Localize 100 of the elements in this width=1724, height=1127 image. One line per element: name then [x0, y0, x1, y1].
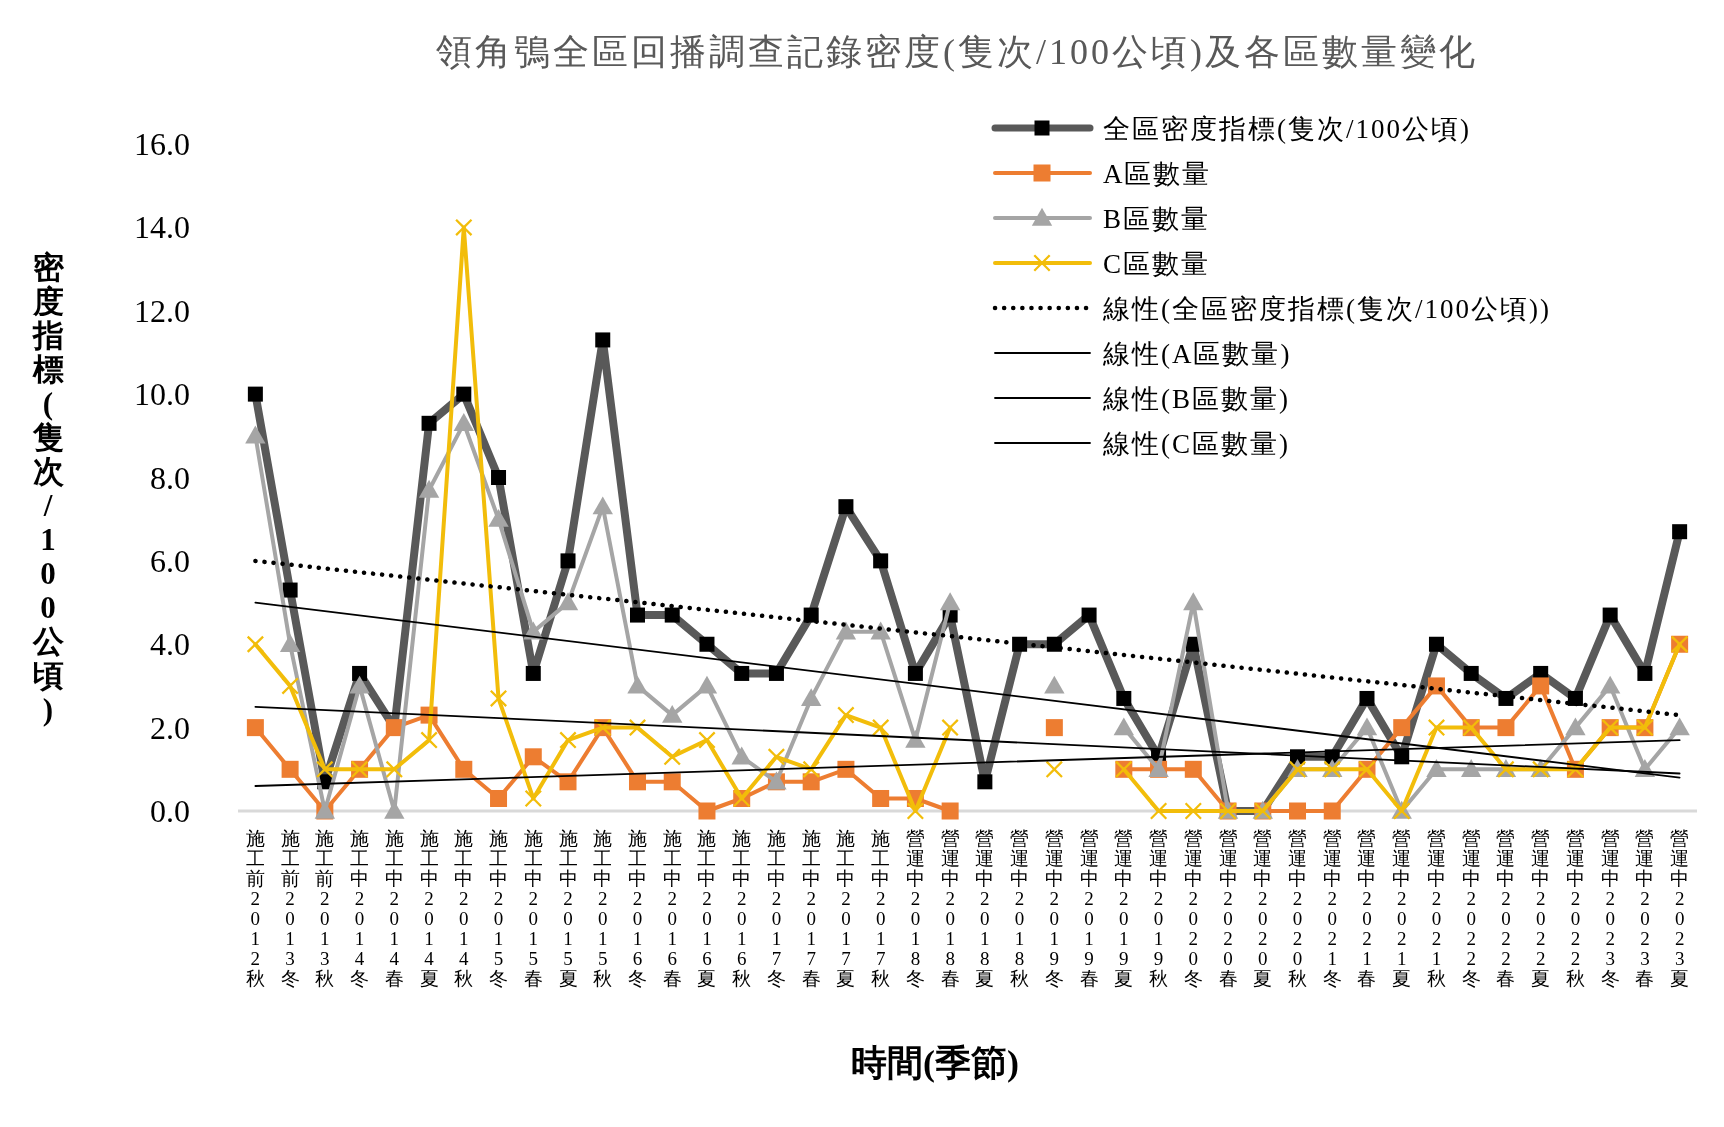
- point: [1289, 802, 1307, 820]
- text: 密度指標(隻次/100公頃): [32, 250, 64, 727]
- x-axis-title: 時間(季節): [851, 1043, 1019, 1083]
- y-tick-label: 6.0: [150, 542, 190, 579]
- point: [663, 773, 681, 791]
- point: [662, 704, 683, 723]
- x-tick-label: 施工中2014冬: [350, 828, 370, 989]
- point: [592, 496, 613, 515]
- legend-label: C區數量: [1103, 249, 1211, 279]
- point: [802, 773, 820, 791]
- point: [1184, 760, 1202, 778]
- point: [1323, 802, 1341, 820]
- point: [1497, 719, 1515, 737]
- point: [490, 789, 508, 807]
- point: [939, 592, 961, 611]
- point: [453, 413, 474, 431]
- legend-label: 線性(C區數量): [1102, 429, 1290, 459]
- y-tick-label: 10.0: [134, 376, 190, 413]
- point: [872, 789, 890, 807]
- x-tick-label: 施工中2014秋: [454, 828, 474, 989]
- point: [281, 760, 299, 778]
- x-tick-label: 施工前2013秋: [315, 828, 335, 989]
- x-tick-label: 施工中2017夏: [836, 828, 856, 989]
- x-tick-label: 營運中2023夏: [1670, 828, 1690, 989]
- x-tick-label: 施工中2017秋: [871, 828, 891, 989]
- x-tick-label: 施工中2016秋: [732, 828, 752, 989]
- x-tick-label: 施工中2017冬: [766, 828, 786, 989]
- legend-label: A區數量: [1103, 159, 1212, 189]
- point: [837, 706, 855, 724]
- point: [1150, 802, 1168, 820]
- point: [1426, 759, 1447, 777]
- x-tick-label: 施工中2017春: [801, 828, 821, 989]
- x-tick-label: 營運中2020春: [1218, 828, 1238, 989]
- x-tick-label: 營運中2020秋: [1288, 828, 1308, 989]
- x-tick-label: 營運中2021冬: [1322, 828, 1342, 989]
- y-tick-label: 12.0: [134, 292, 190, 329]
- point: [455, 760, 473, 778]
- point: [316, 760, 334, 778]
- x-tick-label: 營運中2020夏: [1253, 828, 1273, 989]
- x-tick-label: 營運中2018春: [940, 828, 960, 989]
- x-tick-label: 營運中2019冬: [1044, 828, 1064, 989]
- point: [696, 675, 718, 694]
- point: [557, 592, 579, 611]
- point: [245, 425, 266, 444]
- legend-label: 線性(A區數量): [1102, 339, 1292, 369]
- point: [349, 675, 370, 694]
- x-tick-label: 營運中2019春: [1079, 828, 1099, 989]
- point: [1565, 717, 1586, 736]
- point: [1045, 760, 1063, 778]
- x-tick-label: 施工中2016夏: [697, 828, 717, 989]
- x-tick-label: 營運中2020冬: [1183, 828, 1203, 989]
- point: [872, 719, 890, 737]
- point: [1428, 719, 1445, 737]
- point: [246, 635, 264, 653]
- point: [835, 621, 857, 640]
- x-tick-label: 營運中2023冬: [1600, 828, 1620, 989]
- x-tick-label: 施工中2015秋: [593, 828, 613, 989]
- point: [524, 790, 542, 807]
- point: [420, 731, 438, 749]
- x-tick-label: 營運中2021夏: [1392, 828, 1412, 989]
- y-tick-label: 8.0: [150, 459, 190, 496]
- point: [906, 802, 924, 820]
- point: [559, 731, 577, 749]
- x-tick-label: 營運中2019夏: [1114, 828, 1134, 989]
- point: [1045, 719, 1063, 737]
- point: [663, 748, 681, 766]
- point: [1183, 592, 1204, 611]
- point: [941, 719, 959, 737]
- x-tick-label: 施工中2016春: [662, 828, 682, 989]
- x-tick-label: 營運中2022秋: [1565, 828, 1585, 989]
- legend-label: 全區密度指標(隻次/100公頃): [1103, 114, 1471, 144]
- y-tick-label: 16.0: [134, 126, 190, 162]
- point: [698, 731, 716, 749]
- point: [1461, 759, 1482, 777]
- point: [1599, 675, 1621, 694]
- legend-label: B區數量: [1103, 204, 1211, 234]
- x-tick-label: 營運中2018冬: [905, 828, 925, 989]
- y-tick-label: 0.0: [150, 793, 190, 829]
- point: [1532, 677, 1550, 695]
- x-tick-label: 施工中2014夏: [419, 828, 439, 989]
- point: [941, 802, 959, 820]
- point: [524, 748, 542, 766]
- point: [627, 675, 648, 694]
- y-tick-label: 2.0: [150, 709, 190, 746]
- point: [1184, 802, 1202, 820]
- point: [281, 677, 299, 695]
- x-tick-label: 施工中2015春: [523, 828, 543, 989]
- x-tick-label: 營運中2022春: [1496, 828, 1516, 989]
- point: [800, 688, 822, 707]
- point: [628, 773, 646, 791]
- point: [455, 218, 473, 236]
- point: [698, 802, 716, 820]
- point: [1669, 717, 1690, 736]
- point: [905, 729, 926, 748]
- legend-label: 線性(全區密度指標(隻次/100公頃)): [1102, 294, 1551, 324]
- x-tick-label: 營運中2019秋: [1149, 828, 1169, 989]
- point: [418, 479, 440, 498]
- point: [246, 719, 264, 737]
- chart-title: 領角鴞全區回播調查記錄密度(隻次/100公頃)及各區數量變化: [436, 32, 1478, 72]
- point: [767, 748, 785, 766]
